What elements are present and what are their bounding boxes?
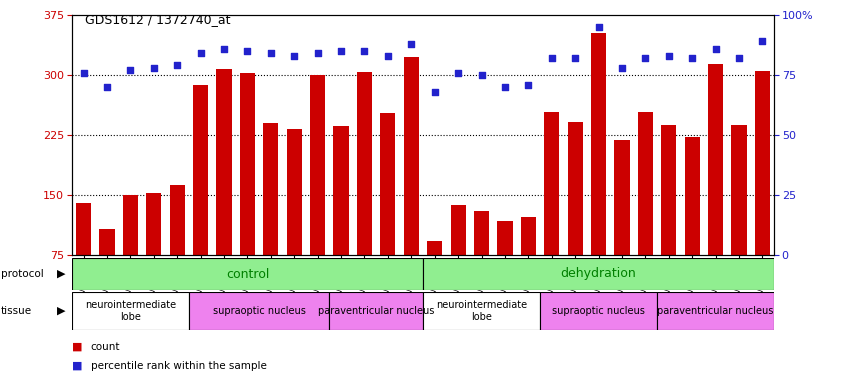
- Point: [428, 89, 442, 95]
- Text: protocol: protocol: [1, 269, 44, 279]
- Bar: [240, 73, 255, 255]
- Text: ■: ■: [72, 342, 82, 352]
- Text: control: control: [226, 267, 269, 280]
- Bar: [333, 126, 349, 255]
- Bar: [732, 124, 746, 255]
- Text: tissue: tissue: [1, 306, 32, 316]
- Bar: [638, 112, 653, 255]
- Bar: [146, 194, 162, 255]
- Bar: [76, 203, 91, 255]
- Point: [288, 53, 301, 59]
- Point: [639, 55, 652, 61]
- Point: [170, 62, 184, 68]
- Point: [217, 46, 231, 52]
- Point: [591, 24, 605, 30]
- Bar: [263, 123, 278, 255]
- Point: [709, 46, 722, 52]
- Text: ■: ■: [72, 361, 82, 370]
- Point: [147, 65, 161, 71]
- Point: [334, 48, 348, 54]
- Bar: [123, 195, 138, 255]
- Bar: [568, 122, 583, 255]
- Point: [733, 55, 746, 61]
- Text: paraventricular nucleus: paraventricular nucleus: [657, 306, 774, 316]
- Bar: [540, 292, 657, 330]
- Point: [124, 67, 137, 73]
- Bar: [310, 75, 325, 255]
- Bar: [357, 72, 372, 255]
- Text: paraventricular nucleus: paraventricular nucleus: [318, 306, 434, 316]
- Bar: [657, 292, 774, 330]
- Bar: [591, 33, 606, 255]
- Bar: [72, 258, 423, 290]
- Bar: [521, 217, 536, 255]
- Text: dehydration: dehydration: [561, 267, 636, 280]
- Bar: [614, 140, 629, 255]
- Text: neurointermediate
lobe: neurointermediate lobe: [436, 300, 527, 322]
- Bar: [193, 85, 208, 255]
- Bar: [544, 112, 559, 255]
- Bar: [189, 292, 329, 330]
- Text: ▶: ▶: [57, 269, 65, 279]
- Bar: [72, 292, 189, 330]
- Text: count: count: [91, 342, 120, 352]
- Point: [240, 48, 254, 54]
- Point: [264, 50, 277, 56]
- Point: [404, 41, 418, 47]
- Bar: [755, 71, 770, 255]
- Text: neurointermediate
lobe: neurointermediate lobe: [85, 300, 176, 322]
- Bar: [497, 220, 513, 255]
- Point: [569, 55, 582, 61]
- Bar: [404, 57, 419, 255]
- Point: [615, 65, 629, 71]
- Bar: [100, 229, 114, 255]
- Bar: [708, 64, 723, 255]
- Bar: [684, 137, 700, 255]
- Bar: [427, 241, 442, 255]
- Text: supraoptic nucleus: supraoptic nucleus: [552, 306, 645, 316]
- Bar: [329, 292, 423, 330]
- Bar: [381, 112, 395, 255]
- Bar: [662, 124, 676, 255]
- Point: [194, 50, 207, 56]
- Point: [521, 82, 536, 88]
- Bar: [423, 258, 774, 290]
- Bar: [474, 211, 489, 255]
- Bar: [170, 185, 184, 255]
- Text: ▶: ▶: [57, 306, 65, 316]
- Bar: [217, 69, 232, 255]
- Point: [662, 53, 675, 59]
- Point: [100, 84, 113, 90]
- Point: [498, 84, 512, 90]
- Bar: [451, 205, 465, 255]
- Point: [311, 50, 325, 56]
- Point: [475, 72, 488, 78]
- Text: supraoptic nucleus: supraoptic nucleus: [212, 306, 305, 316]
- Bar: [423, 292, 540, 330]
- Point: [381, 53, 394, 59]
- Point: [452, 70, 465, 76]
- Point: [545, 55, 558, 61]
- Text: percentile rank within the sample: percentile rank within the sample: [91, 361, 266, 370]
- Text: GDS1612 / 1372740_at: GDS1612 / 1372740_at: [85, 13, 230, 26]
- Point: [755, 38, 769, 44]
- Bar: [287, 129, 302, 255]
- Point: [685, 55, 699, 61]
- Point: [77, 70, 91, 76]
- Point: [358, 48, 371, 54]
